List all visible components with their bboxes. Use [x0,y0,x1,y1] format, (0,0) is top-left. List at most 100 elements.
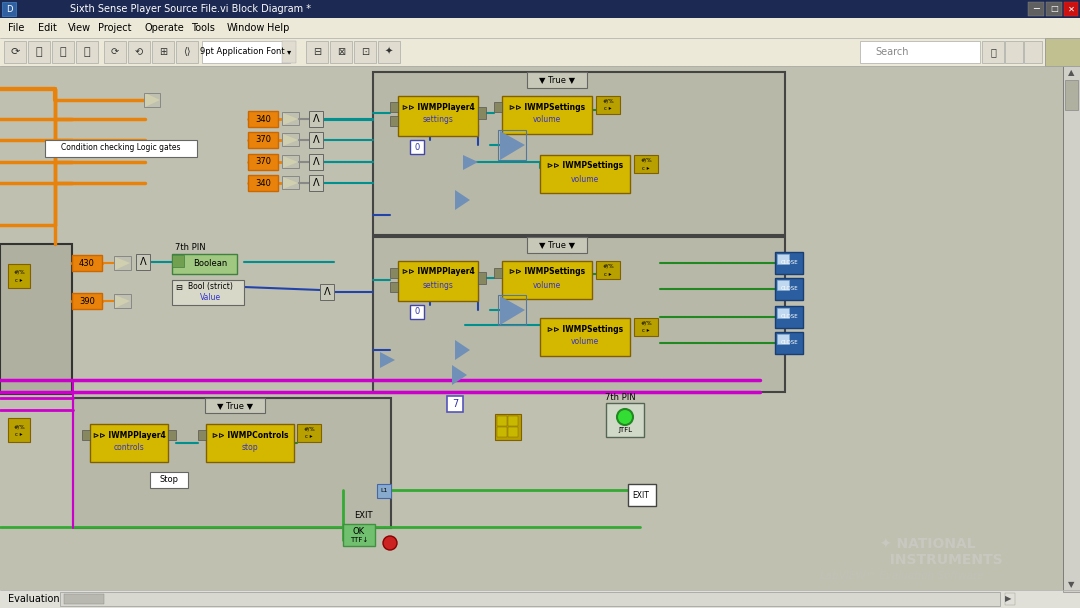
Polygon shape [114,295,130,308]
Bar [202,41,291,63]
Bar [982,41,1004,63]
Text: #/%: #/% [603,263,613,269]
Text: JTFL: JTFL [618,427,632,433]
Bar [64,594,104,604]
Bar [90,424,168,462]
Text: Sixth Sense Player Source File.vi Block Diagram *: Sixth Sense Player Source File.vi Block … [69,4,311,14]
Bar [8,418,30,442]
Text: Bool (strict): Bool (strict) [188,283,232,291]
Bar [0,0,1080,18]
Polygon shape [455,340,470,360]
Bar [309,175,323,191]
Bar [144,93,160,107]
Bar [1063,66,1080,592]
Text: 370: 370 [255,157,271,167]
Text: Λ: Λ [313,135,320,145]
Polygon shape [463,155,478,170]
Text: LabVIEW™ Evaluation Software: LabVIEW™ Evaluation Software [820,571,984,581]
Text: Project: Project [98,23,132,33]
Text: TTF↓: TTF↓ [350,537,368,543]
Bar [0,590,1080,608]
Bar [1045,38,1080,66]
Bar [777,280,789,290]
Polygon shape [500,296,525,325]
Text: ⊳⊳ IWMPSettings: ⊳⊳ IWMPSettings [509,103,585,111]
Text: #/%: #/% [303,426,314,432]
Bar [1065,80,1078,110]
Bar [478,107,486,119]
Bar [28,41,50,63]
Bar [627,484,656,506]
Bar [172,255,184,267]
Text: c ▸: c ▸ [643,328,650,334]
Text: c ▸: c ▸ [604,106,611,111]
Bar [494,268,502,278]
Bar [0,38,1080,66]
Polygon shape [145,93,160,107]
Text: ⊳⊳ IWMPPlayer4: ⊳⊳ IWMPPlayer4 [93,430,165,440]
Text: ▼ True ▼: ▼ True ▼ [539,75,575,85]
Text: volume: volume [571,337,599,347]
Circle shape [383,536,397,550]
Bar [390,116,399,126]
Bar [248,111,278,127]
Text: ⟳: ⟳ [111,47,119,57]
Text: Search: Search [875,47,908,57]
Text: Value: Value [200,294,220,303]
Text: Help: Help [268,23,289,33]
Text: EXIT: EXIT [633,491,649,500]
Text: c ▸: c ▸ [15,277,23,283]
Text: 370: 370 [255,136,271,145]
Bar [0,66,5,590]
Bar [399,261,478,301]
Text: 🔍: 🔍 [990,47,996,57]
Bar [282,176,299,189]
Bar [1005,593,1015,605]
Bar [282,133,299,146]
Text: stop: stop [242,443,258,452]
Text: Evaluation: Evaluation [8,594,59,604]
Bar [498,130,526,160]
Text: ✕: ✕ [1067,4,1075,13]
Bar [114,256,131,270]
Bar [410,305,424,319]
Text: c ▸: c ▸ [15,432,23,438]
Text: ─: ─ [1034,4,1039,14]
Bar [282,41,296,63]
Bar [306,41,328,63]
Text: Λ: Λ [313,157,320,167]
Bar [777,308,789,318]
Bar [508,427,518,437]
Text: Boolean: Boolean [193,260,227,269]
Text: Λ: Λ [313,178,320,188]
Bar [775,278,804,300]
Bar [540,318,630,356]
Bar [777,334,789,344]
Text: ⊟: ⊟ [313,47,321,57]
Text: ⊳⊳ IWMPControls: ⊳⊳ IWMPControls [212,430,288,440]
Text: #/%: #/% [603,98,613,103]
Bar [447,396,463,412]
Bar [498,295,526,325]
Bar [309,154,323,170]
Bar [60,592,1000,606]
Text: volume: volume [532,116,562,125]
Bar [248,132,278,148]
Bar [495,414,521,440]
Bar [172,254,237,274]
Bar [390,102,399,112]
Bar [373,72,785,235]
Bar [82,430,90,440]
Bar [52,41,75,63]
Bar [390,268,399,278]
Text: Window: Window [227,23,265,33]
Bar [282,112,299,125]
Bar [775,332,804,354]
Circle shape [617,409,633,425]
Bar [76,41,98,63]
Text: 0: 0 [415,142,420,151]
Text: ▼ True ▼: ▼ True ▼ [217,401,253,410]
Polygon shape [380,352,395,368]
Bar [0,66,1063,590]
Text: #/%: #/% [640,320,652,325]
